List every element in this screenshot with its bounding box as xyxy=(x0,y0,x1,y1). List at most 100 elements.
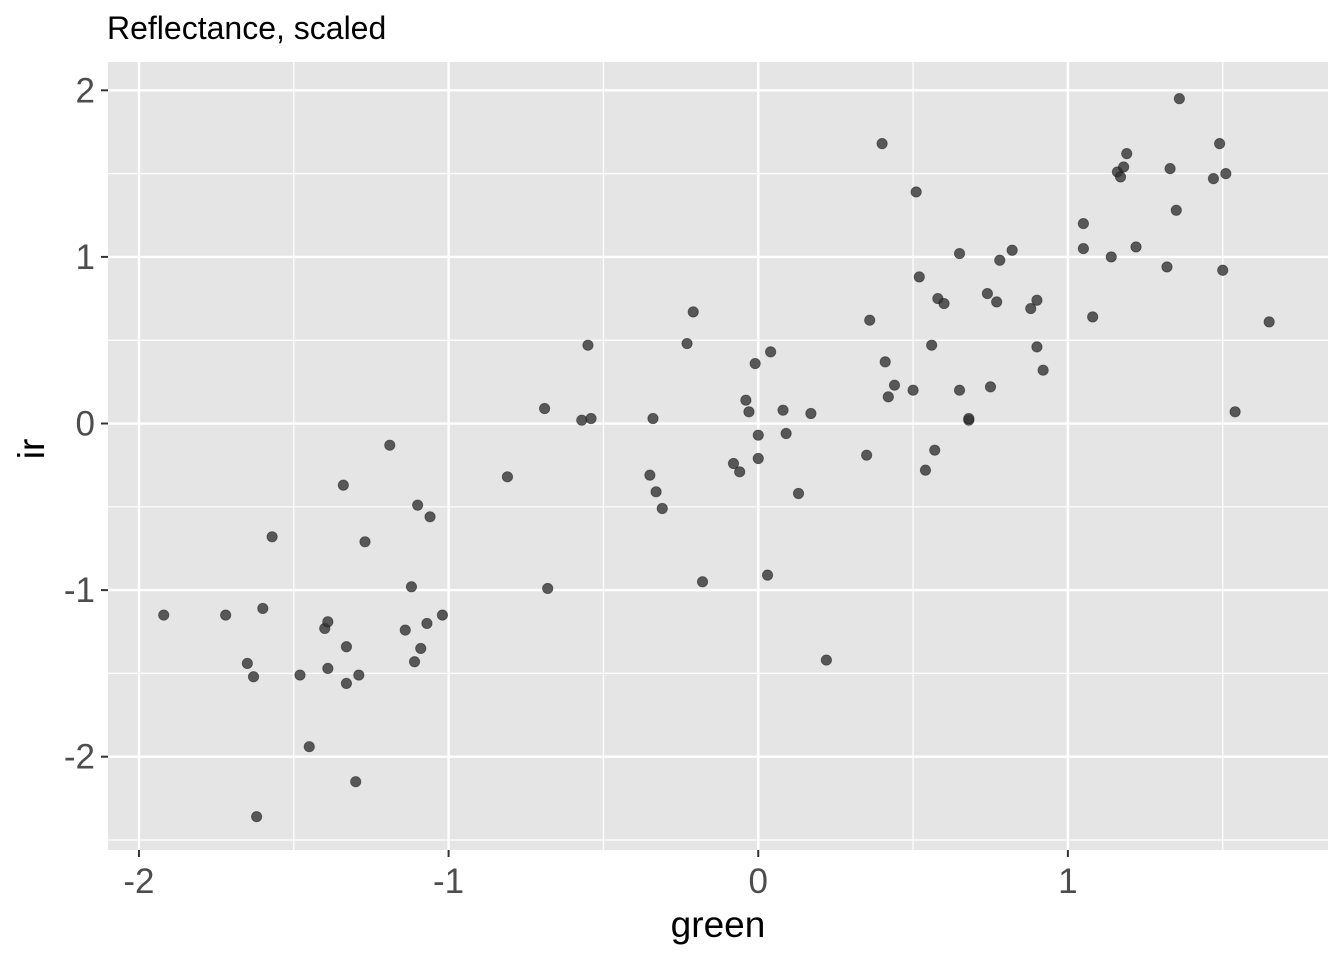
data-point xyxy=(266,531,278,543)
data-point xyxy=(681,337,693,350)
major-gridlines xyxy=(108,62,1328,850)
x-axis-title: green xyxy=(671,904,766,945)
data-point xyxy=(340,677,353,690)
data-point xyxy=(1173,93,1185,105)
data-point xyxy=(436,609,449,621)
data-point xyxy=(1114,171,1127,183)
data-point xyxy=(696,576,709,588)
data-point xyxy=(644,469,656,481)
data-point xyxy=(805,407,817,420)
data-point xyxy=(340,641,353,653)
data-point xyxy=(424,511,436,523)
data-point xyxy=(408,656,421,668)
y-tick-label: 0 xyxy=(76,405,95,444)
y-tick-label: -2 xyxy=(64,738,95,777)
data-point xyxy=(542,582,554,595)
data-point xyxy=(820,654,832,666)
y-tick-label: 2 xyxy=(76,71,95,110)
data-point xyxy=(1229,406,1241,418)
data-point xyxy=(647,412,659,425)
data-point xyxy=(734,466,746,478)
data-point xyxy=(1037,364,1049,376)
data-point xyxy=(337,479,349,491)
data-point xyxy=(303,741,315,753)
data-point xyxy=(650,486,662,498)
chart-title: Reflectance, scaled xyxy=(107,10,386,46)
x-axis: -2 -1 0 1 xyxy=(123,850,1078,901)
data-point xyxy=(353,669,365,681)
data-point xyxy=(538,402,551,415)
data-point xyxy=(777,404,789,416)
data-point xyxy=(1220,168,1232,180)
data-point xyxy=(994,254,1006,266)
data-point xyxy=(780,427,792,440)
x-tick-label: 1 xyxy=(1058,862,1077,901)
data-point xyxy=(585,412,597,425)
data-point xyxy=(1263,316,1275,328)
data-point xyxy=(350,776,362,788)
data-point xyxy=(257,602,269,615)
data-point xyxy=(913,271,925,283)
data-point xyxy=(322,616,334,628)
data-point xyxy=(405,581,418,593)
data-point xyxy=(501,471,514,483)
data-point xyxy=(953,247,966,260)
data-point xyxy=(322,662,334,675)
data-point xyxy=(1031,341,1043,353)
data-point xyxy=(752,452,764,465)
data-point xyxy=(1087,311,1099,323)
data-point xyxy=(876,138,888,150)
x-tick-label: -2 xyxy=(123,862,154,901)
data-point xyxy=(861,449,873,461)
data-point xyxy=(919,464,932,476)
data-point xyxy=(1164,163,1176,175)
y-tick-label: 1 xyxy=(76,238,95,277)
data-point xyxy=(929,444,941,456)
data-point xyxy=(864,314,876,326)
data-point xyxy=(359,536,371,548)
plot-panel xyxy=(108,62,1328,850)
data-point xyxy=(1025,302,1037,315)
data-point xyxy=(938,297,950,310)
data-point xyxy=(251,811,263,823)
data-point xyxy=(1006,244,1018,256)
y-axis: -2 -1 0 1 2 xyxy=(64,71,108,777)
x-tick-label: 0 xyxy=(749,862,768,901)
data-point xyxy=(158,609,170,621)
data-point xyxy=(687,306,699,318)
data-point xyxy=(792,487,805,500)
data-point xyxy=(888,379,901,391)
data-point xyxy=(656,502,668,515)
data-point xyxy=(1214,138,1226,150)
y-axis-title: ir xyxy=(11,439,52,460)
data-point xyxy=(749,357,761,370)
data-point xyxy=(1207,173,1220,185)
data-point xyxy=(926,339,938,351)
data-point xyxy=(910,186,922,198)
data-point xyxy=(907,384,919,396)
data-point xyxy=(879,356,891,368)
data-point xyxy=(752,429,764,441)
data-points xyxy=(158,93,1275,823)
data-point xyxy=(1031,294,1043,306)
data-point xyxy=(247,671,260,683)
data-point xyxy=(981,287,993,300)
data-point xyxy=(1170,204,1182,216)
data-point xyxy=(421,617,433,630)
data-point xyxy=(1217,264,1229,276)
data-point xyxy=(415,642,427,655)
data-point xyxy=(743,406,755,418)
data-point xyxy=(399,624,411,636)
data-point xyxy=(241,657,253,670)
data-point xyxy=(582,339,594,351)
data-point xyxy=(1105,251,1117,263)
data-point xyxy=(1077,242,1089,255)
data-point xyxy=(1118,161,1130,173)
y-tick-label: -1 xyxy=(64,571,95,610)
data-point xyxy=(1161,261,1173,273)
data-point xyxy=(727,457,740,470)
data-point xyxy=(963,412,975,425)
data-point xyxy=(740,394,752,406)
data-point xyxy=(384,439,396,451)
